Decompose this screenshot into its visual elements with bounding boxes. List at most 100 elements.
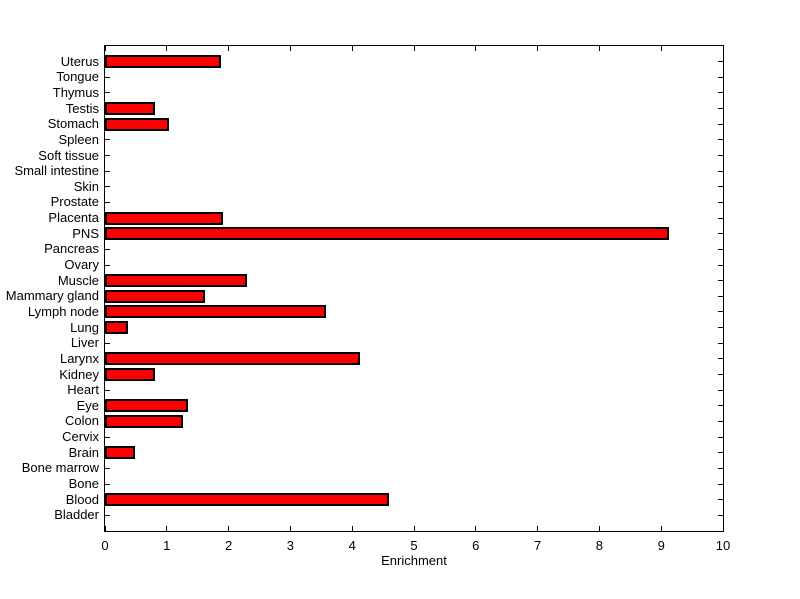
- y-tick-label: Small intestine: [14, 163, 99, 179]
- x-tick-bottom: [722, 526, 724, 531]
- y-tick-right: [718, 217, 723, 219]
- y-tick-right: [718, 311, 723, 313]
- y-tick-label: Brain: [68, 444, 99, 460]
- x-tick-label: 3: [286, 538, 294, 553]
- y-tick-label: Colon: [65, 413, 99, 429]
- x-tick-label: 8: [595, 538, 603, 553]
- y-tick-label: Bladder: [54, 507, 99, 523]
- bar-stomach: [105, 117, 170, 131]
- y-tick-right: [718, 295, 723, 297]
- y-tick-right: [718, 186, 723, 188]
- y-tick-left: [105, 76, 110, 78]
- y-tick-left: [105, 514, 110, 516]
- y-tick-label: Larynx: [59, 350, 99, 366]
- y-tick-right: [718, 499, 723, 501]
- y-tick-label: Soft tissue: [38, 147, 99, 163]
- y-tick-right: [718, 467, 723, 469]
- y-tick-right: [718, 483, 723, 485]
- y-tick-right: [718, 108, 723, 110]
- y-tick-label: Cervix: [62, 429, 99, 445]
- y-tick-left: [105, 170, 110, 172]
- y-tick-label: Uterus: [60, 53, 99, 69]
- y-tick-label: Spleen: [58, 131, 99, 147]
- y-tick-left: [105, 201, 110, 203]
- y-tick-left: [105, 248, 110, 250]
- y-tick-right: [718, 420, 723, 422]
- y-tick-label: Lymph node: [27, 303, 99, 319]
- y-tick-left: [105, 467, 110, 469]
- y-tick-right: [718, 76, 723, 78]
- y-tick-label: Placenta: [48, 210, 99, 226]
- y-tick-right: [718, 264, 723, 266]
- y-tick-right: [718, 155, 723, 157]
- bar-placenta: [105, 211, 224, 225]
- y-tick-right: [718, 405, 723, 407]
- bar-colon: [105, 414, 183, 428]
- y-tick-label: Prostate: [50, 194, 99, 210]
- y-tick-label: Mammary gland: [5, 288, 99, 304]
- x-axis-title: Enrichment: [381, 553, 447, 568]
- y-tick-label: Ovary: [64, 257, 99, 273]
- y-tick-left: [105, 92, 110, 94]
- y-tick-label: Heart: [67, 382, 99, 398]
- x-tick-top: [660, 46, 662, 51]
- y-tick-right: [718, 514, 723, 516]
- x-tick-bottom: [351, 526, 353, 531]
- y-tick-left: [105, 186, 110, 188]
- bar-testis: [105, 102, 156, 116]
- y-tick-label: Eye: [76, 397, 99, 413]
- y-tick-left: [105, 155, 110, 157]
- y-tick-label: PNS: [72, 225, 99, 241]
- x-tick-label: 10: [715, 538, 731, 553]
- y-tick-label: Kidney: [59, 366, 99, 382]
- x-tick-label: 5: [410, 538, 418, 553]
- x-tick-label: 2: [224, 538, 233, 553]
- y-tick-right: [718, 436, 723, 438]
- y-tick-right: [718, 374, 723, 376]
- bar-blood: [105, 493, 389, 507]
- bar-kidney: [105, 368, 156, 382]
- x-tick-top: [475, 46, 477, 51]
- y-tick-left: [105, 436, 110, 438]
- x-tick-top: [228, 46, 230, 51]
- y-tick-label: Tongue: [56, 69, 99, 85]
- x-tick-top: [166, 46, 168, 51]
- y-tick-label: Muscle: [57, 272, 99, 288]
- y-tick-label: Lung: [70, 319, 99, 335]
- y-tick-right: [718, 123, 723, 125]
- y-tick-right: [718, 61, 723, 63]
- bar-muscle: [105, 274, 247, 288]
- y-tick-right: [718, 358, 723, 360]
- y-tick-left: [105, 483, 110, 485]
- y-tick-label: Pancreas: [44, 241, 99, 257]
- y-tick-right: [718, 389, 723, 391]
- bar-eye: [105, 399, 189, 413]
- y-tick-right: [718, 248, 723, 250]
- y-tick-right: [718, 280, 723, 282]
- y-tick-right: [718, 139, 723, 141]
- y-tick-right: [718, 342, 723, 344]
- bar-mammary-gland: [105, 289, 206, 303]
- x-tick-label: 0: [101, 538, 109, 553]
- x-tick-label: 7: [533, 538, 542, 553]
- y-tick-right: [718, 327, 723, 329]
- bar-uterus: [105, 55, 222, 69]
- y-tick-left: [105, 389, 110, 391]
- y-tick-label: Stomach: [47, 116, 99, 132]
- x-tick-bottom: [289, 526, 291, 531]
- bar-lung: [105, 321, 129, 335]
- bar-larynx: [105, 352, 361, 366]
- y-tick-label: Skin: [73, 178, 99, 194]
- bar-lymph-node: [105, 305, 326, 319]
- y-tick-left: [105, 342, 110, 344]
- bar-pns: [105, 227, 670, 241]
- y-tick-right: [718, 233, 723, 235]
- x-tick-bottom: [166, 526, 168, 531]
- x-tick-label: 6: [472, 538, 480, 553]
- bar-brain: [105, 446, 135, 460]
- y-tick-left: [105, 139, 110, 141]
- y-tick-label: Bone: [68, 476, 99, 492]
- x-tick-bottom: [537, 526, 539, 531]
- y-tick-label: Liver: [70, 335, 99, 351]
